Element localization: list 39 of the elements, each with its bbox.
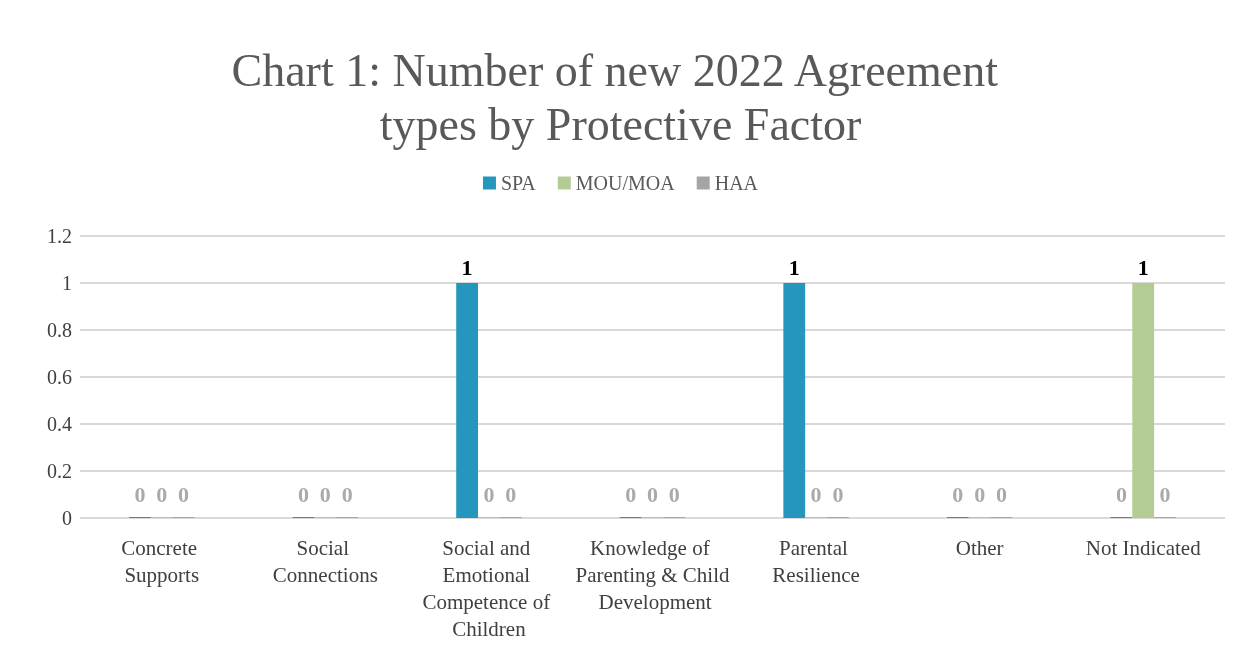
x-tick-label: Social Connections xyxy=(272,535,378,587)
data-label: 0 xyxy=(810,481,822,507)
chart-title: Chart 1: Number of new 2022 Agreement types by Protective Factor xyxy=(231,44,1010,150)
data-label: 0 xyxy=(1159,481,1171,507)
data-label: 0 xyxy=(341,481,353,507)
data-label: 0 xyxy=(505,481,517,507)
legend-label: SPA xyxy=(500,172,537,194)
y-tick-label: 0.2 xyxy=(47,460,72,482)
data-label: 0 xyxy=(668,481,680,507)
data-label: 1 xyxy=(788,254,800,280)
data-label: 0 xyxy=(625,481,637,507)
x-tick-label: Concrete Supports xyxy=(121,535,203,587)
data-label: 0 xyxy=(319,481,331,507)
y-tick-label: 0.8 xyxy=(47,319,72,341)
data-label: 0 xyxy=(832,481,844,507)
data-label: 0 xyxy=(952,481,964,507)
y-tick-label: 1 xyxy=(62,272,72,294)
data-label: 0 xyxy=(995,481,1007,507)
y-tick-label: 0 xyxy=(62,507,72,529)
data-label: 0 xyxy=(178,481,190,507)
data-label: 0 xyxy=(156,481,168,507)
legend-label: MOU/MOA xyxy=(575,172,676,194)
data-label: 1 xyxy=(1137,254,1149,280)
data-label: 0 xyxy=(974,481,986,507)
data-label: 1 xyxy=(461,254,473,280)
y-tick-label: 0.6 xyxy=(47,366,72,388)
data-label: 0 xyxy=(483,481,495,507)
legend-label: HAA xyxy=(714,172,759,194)
x-tick-label: Not Indicated xyxy=(1085,535,1202,560)
data-label: 0 xyxy=(647,481,658,507)
data-label: 0 xyxy=(134,481,146,507)
data-label: 0 xyxy=(298,481,310,507)
x-tick-label: Parental Resilience xyxy=(772,535,860,587)
x-tick-label: Other xyxy=(955,535,1004,560)
x-tick-label: Social and Emotional Competence of Children xyxy=(422,535,556,641)
y-tick-label: 0.4 xyxy=(47,413,72,435)
y-tick-label: 1.2 xyxy=(47,225,72,247)
data-label: 0 xyxy=(1115,481,1127,507)
x-tick-label: Knowledge of Parenting & Child Development xyxy=(575,535,730,614)
